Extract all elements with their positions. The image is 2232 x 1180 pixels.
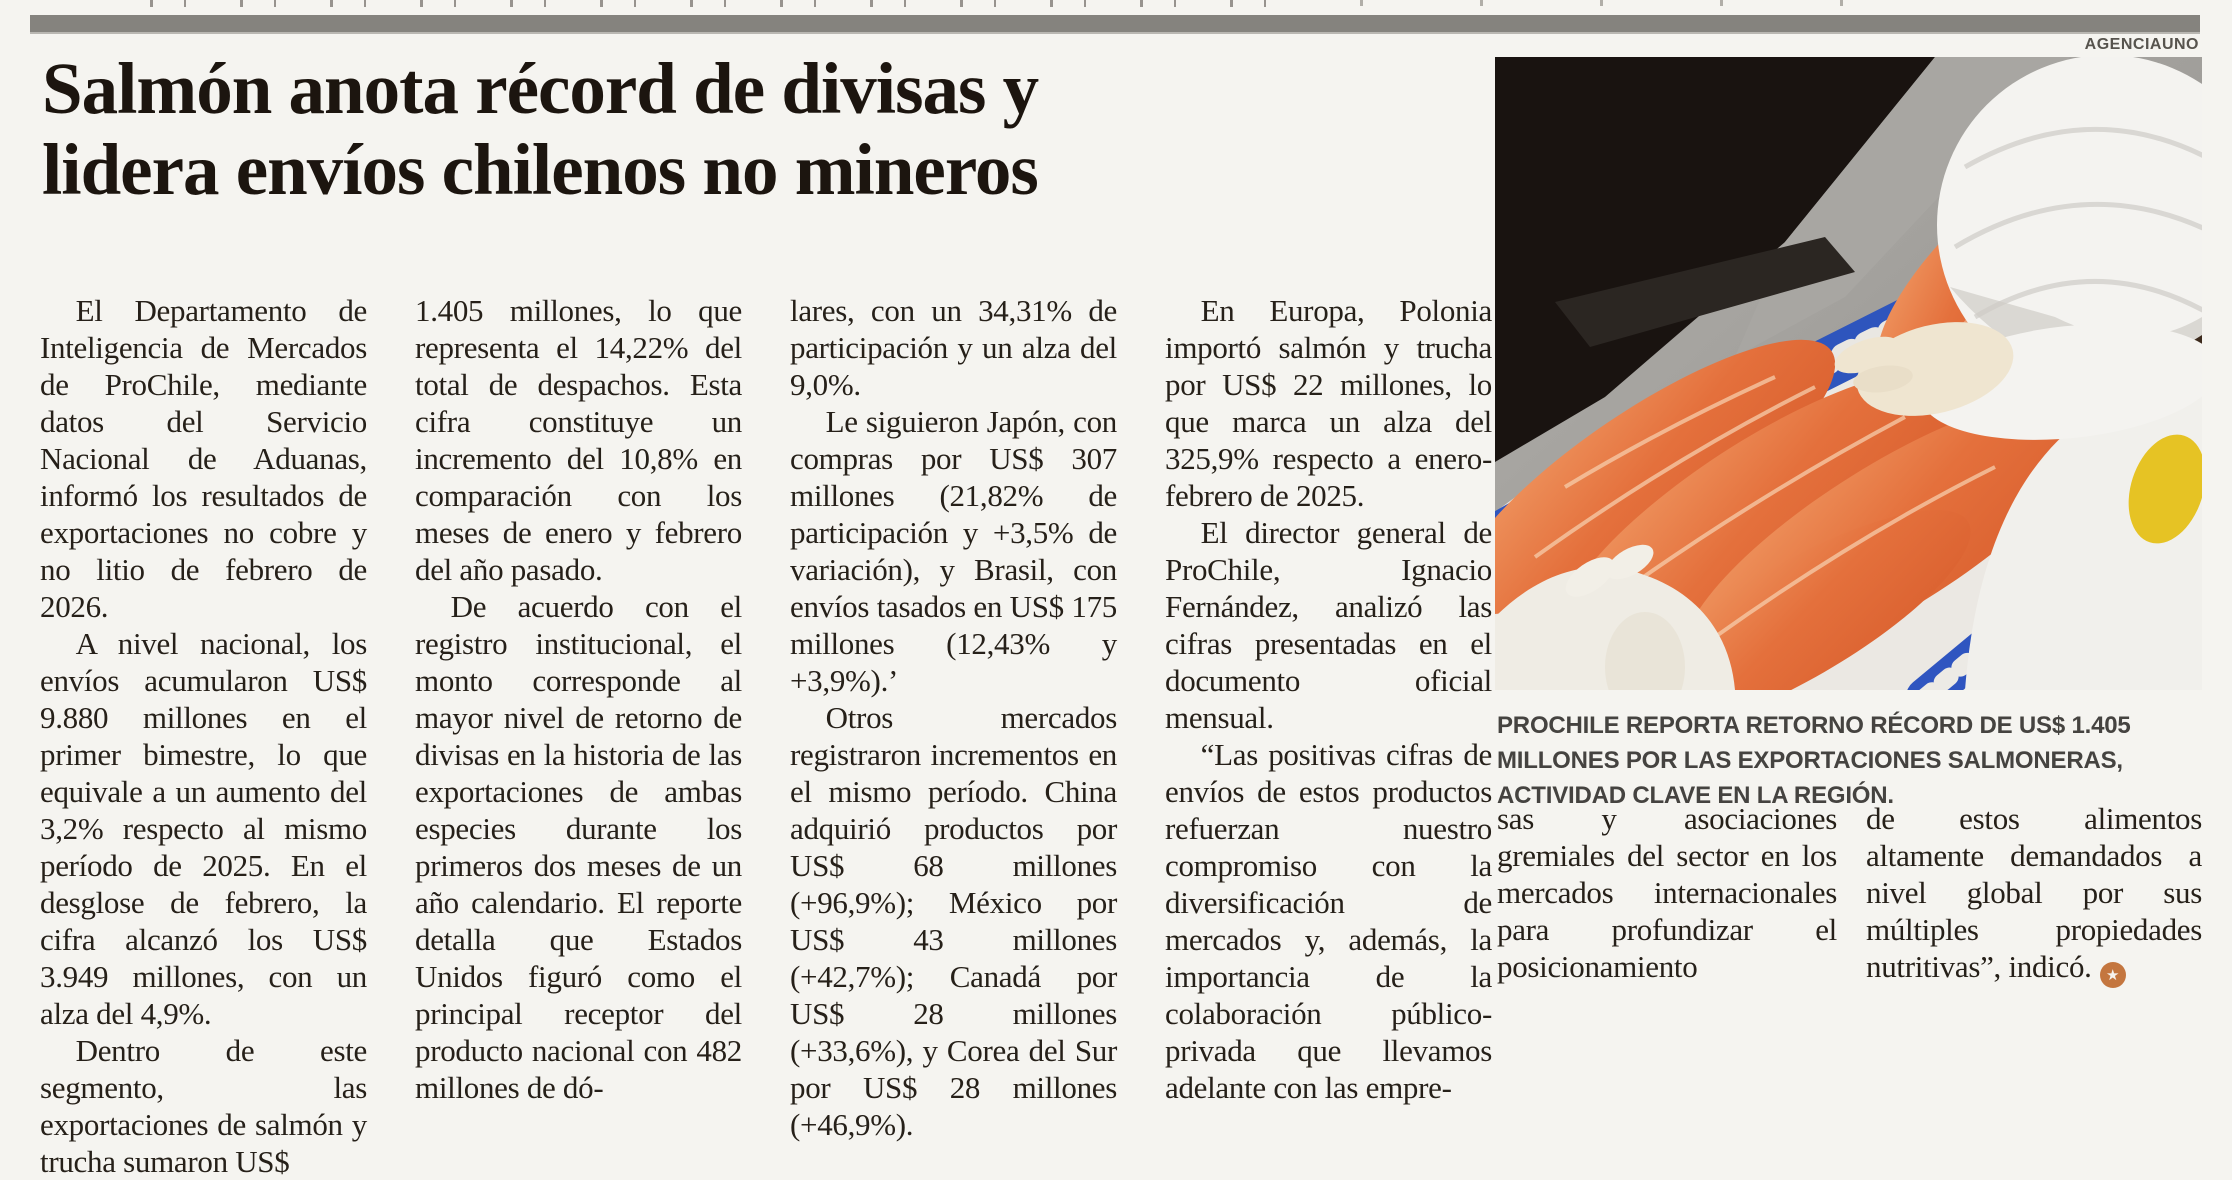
article-column-3: lares, con un 34,31% de participación y …	[790, 292, 1117, 1143]
newspaper-page: { "page": { "paper_color": "#f5f4f0", "r…	[30, 0, 2203, 1179]
article-paragraph: De acuerdo con el registro institucional…	[415, 589, 742, 1105]
article-column-2: 1.405 millones, lo que representa el 14,…	[415, 292, 742, 1106]
cropped-text-remnants	[1360, 0, 1880, 6]
article-column-1: El Departamento de Inteligencia de Merca…	[40, 292, 367, 1180]
article-photo	[1495, 57, 2202, 690]
section-divider-rule	[30, 15, 2200, 34]
article-paragraph: lares, con un 34,31% de participación y …	[790, 293, 1117, 402]
article-paragraph: Le siguieron Japón, con compras por US$ …	[790, 404, 1117, 698]
article-column-5: sas y asociaciones gremiales del sector …	[1497, 800, 1837, 985]
article-paragraph: A nivel nacional, los envíos acumularon …	[40, 626, 367, 1031]
article-column-4: En Europa, Polonia importó salmón y truc…	[1165, 292, 1492, 1106]
article-paragraph: El director general de ProChile, Ignacio…	[1165, 515, 1492, 735]
article-paragraph: El Departamento de Inteligencia de Merca…	[40, 293, 367, 624]
photo-credit: AGENCIAUNO	[2084, 36, 2199, 53]
headline-line-1: Salmón anota récord de divisas y	[42, 48, 1039, 129]
article-headline: Salmón anota récord de divisas y lidera …	[42, 48, 1492, 210]
photo-caption: PROCHILE REPORTA RETORNO RÉCORD DE US$ 1…	[1497, 712, 2131, 809]
article-paragraph: sas y asociaciones gremiales del sector …	[1497, 801, 1837, 984]
article-paragraph: En Europa, Polonia importó salmón y truc…	[1165, 293, 1492, 513]
article-end-icon: ★	[2099, 962, 2126, 988]
article-paragraph: 1.405 millones, lo que representa el 14,…	[415, 293, 742, 587]
cropped-text-remnants	[150, 0, 1300, 7]
headline-line-2: lidera envíos chilenos no mineros	[42, 129, 1039, 210]
article-paragraph: Otros mercados registraron incrementos e…	[790, 700, 1117, 1142]
article-paragraph: Dentro de este segmento, las exportacion…	[40, 1033, 367, 1179]
article-paragraph: “Las positivas cifras de envíos de estos…	[1165, 737, 1492, 1105]
salmon-processing-photo-illustration	[1495, 57, 2202, 690]
